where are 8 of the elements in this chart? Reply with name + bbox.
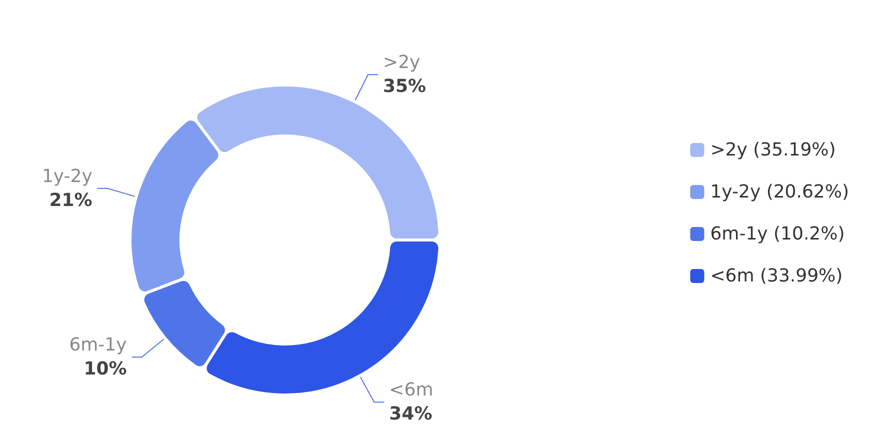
legend-label: >2y (35.19%): [710, 140, 836, 160]
legend-label: 6m-1y (10.2%): [710, 224, 845, 244]
data-label: >2y 35%: [383, 52, 426, 98]
legend-label: <6m (33.99%): [710, 266, 843, 286]
data-label: <6m 34%: [389, 380, 434, 425]
data-label: 6m-1y 10%: [69, 334, 128, 380]
legend-label: 1y-2y (20.62%): [710, 182, 850, 202]
data-label: 1y-2y 21%: [42, 166, 93, 211]
